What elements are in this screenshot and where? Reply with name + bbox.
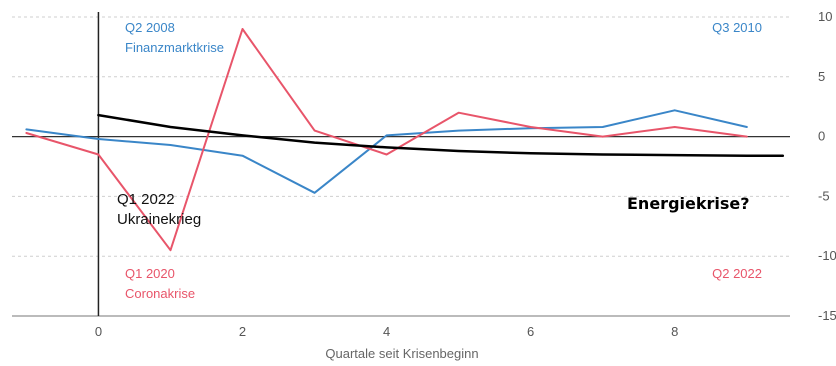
y-tick-label: -5 (818, 188, 830, 203)
y-axis-ticks: 10 5 0 -5 -10 -15 (818, 9, 836, 323)
annotation-covid-name: Coronakrise (125, 286, 195, 301)
x-tick-label: 6 (527, 324, 534, 339)
series-line-2 (25, 28, 748, 252)
annotation-fin-date: Q2 2008 (125, 20, 175, 35)
y-tick-label: 0 (818, 129, 825, 144)
gridlines (12, 16, 790, 317)
annotation-ukraine-date: Q1 2022 (117, 191, 175, 208)
y-tick-label: 5 (818, 69, 825, 84)
annotation-ukraine-name: Ukrainekrieg (117, 211, 201, 228)
y-tick-label: -15 (818, 308, 836, 323)
x-tick-label: 0 (95, 324, 102, 339)
x-axis-ticks: 0 2 4 6 8 (95, 324, 679, 339)
annotation-covid-end: Q2 2022 (712, 266, 762, 281)
series-lines (25, 28, 785, 252)
x-tick-label: 8 (671, 324, 678, 339)
annotation-covid-date: Q1 2020 (125, 266, 175, 281)
series-line-3 (97, 113, 785, 157)
annotation-fin-name: Finanzmarktkrise (125, 40, 224, 55)
annotation-energy: Energiekrise? (627, 194, 750, 213)
series-line-1 (25, 109, 748, 194)
y-tick-label: -10 (818, 248, 836, 263)
annotation-fin-end: Q3 2010 (712, 20, 762, 35)
x-tick-label: 2 (239, 324, 246, 339)
x-axis-label: Quartale seit Krisenbeginn (325, 346, 478, 361)
x-tick-label: 4 (383, 324, 390, 339)
y-tick-label: 10 (818, 9, 832, 24)
